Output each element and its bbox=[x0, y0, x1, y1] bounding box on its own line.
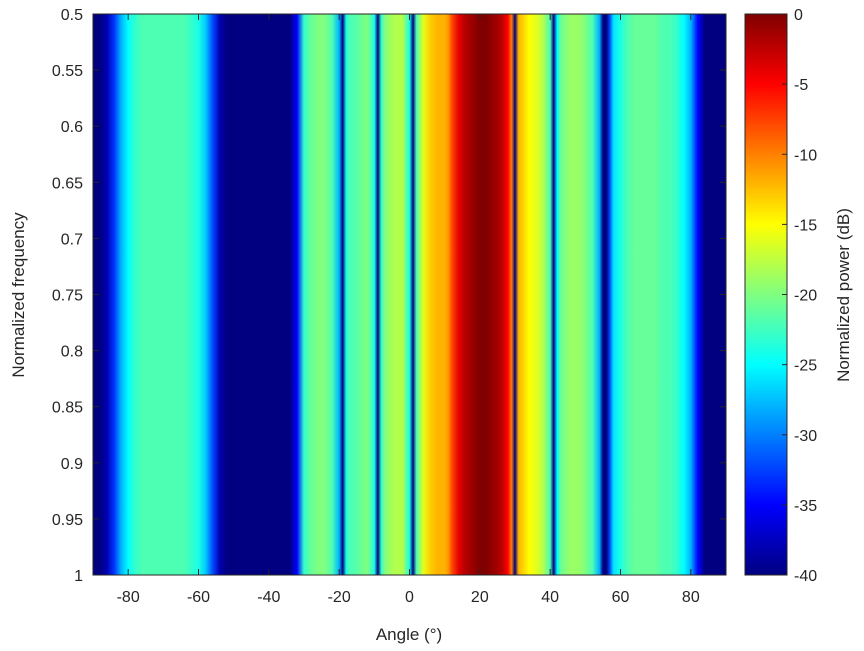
colorbar-tick-label: -30 bbox=[794, 428, 817, 445]
x-tick-label: -60 bbox=[187, 589, 210, 606]
y-tick-label: 0.7 bbox=[61, 231, 83, 248]
y-tick-label: 0.8 bbox=[61, 344, 83, 361]
x-tick-label: 0 bbox=[405, 589, 414, 606]
x-axis-ticks: -80 -60 -40 -20 0 20 40 60 80 bbox=[117, 14, 700, 606]
y-axis-ticks: 0.5 0.55 0.6 0.65 0.7 0.75 0.8 0.85 0.9 0.95 1 bbox=[52, 7, 726, 585]
x-tick-label: 40 bbox=[541, 589, 559, 606]
colorbar-tick-label: 0 bbox=[794, 7, 803, 24]
colorbar-tick-label: -15 bbox=[794, 217, 817, 234]
colorbar-tick-label: -25 bbox=[794, 358, 817, 375]
y-axis-label: Normalized frequency bbox=[9, 212, 28, 378]
y-tick-label: 0.9 bbox=[61, 456, 83, 473]
x-tick-label: -20 bbox=[328, 589, 351, 606]
y-tick-label: 0.95 bbox=[52, 512, 83, 529]
y-tick-label: 0.6 bbox=[61, 119, 83, 136]
colorbar bbox=[744, 13, 788, 576]
colorbar-tick-label: -35 bbox=[794, 498, 817, 515]
colorbar-ticks: 0 -5 -10 -15 -20 -25 -30 -35 -40 bbox=[782, 7, 817, 585]
colorbar-image bbox=[745, 14, 787, 575]
heatmap-image bbox=[93, 14, 726, 575]
x-axis-label: Angle (°) bbox=[376, 625, 442, 644]
x-tick-label: 60 bbox=[612, 589, 630, 606]
x-tick-label: 80 bbox=[682, 589, 700, 606]
x-tick-label: 20 bbox=[471, 589, 489, 606]
y-tick-label: 0.75 bbox=[52, 288, 83, 305]
colorbar-tick-label: -40 bbox=[794, 568, 817, 585]
y-tick-label: 0.5 bbox=[61, 7, 83, 24]
plot-area bbox=[92, 13, 727, 576]
colorbar-tick-label: -10 bbox=[794, 147, 817, 164]
y-tick-label: 0.85 bbox=[52, 400, 83, 417]
y-tick-label: 1 bbox=[74, 568, 83, 585]
colorbar-tick-label: -20 bbox=[794, 288, 817, 305]
x-tick-label: -80 bbox=[117, 589, 140, 606]
y-tick-label: 0.55 bbox=[52, 63, 83, 80]
colorbar-tick-label: -5 bbox=[794, 77, 808, 94]
x-tick-label: -40 bbox=[257, 589, 280, 606]
colorbar-label: Normalized power (dB) bbox=[834, 208, 853, 382]
y-tick-label: 0.65 bbox=[52, 175, 83, 192]
